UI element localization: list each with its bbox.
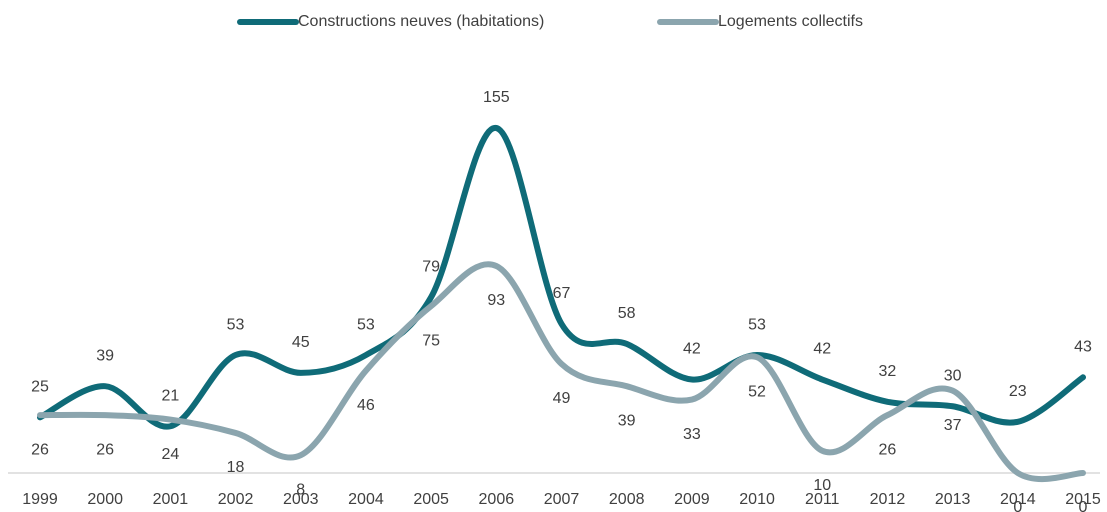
data-label: 26 [96,441,114,458]
legend-label: Logements collectifs [718,13,863,30]
data-label: 25 [31,379,49,396]
data-label: 21 [161,387,179,404]
data-label: 53 [357,316,375,333]
x-tick-label: 2004 [348,491,384,508]
x-tick-label: 2009 [674,491,710,508]
data-label: 49 [553,390,571,407]
data-label: 52 [748,383,766,400]
data-label: 30 [944,367,962,384]
data-label: 45 [292,334,310,351]
x-tick-label: 2001 [153,491,189,508]
series-line [37,125,1086,430]
x-tick-label: 2011 [805,491,840,508]
data-label: 23 [1009,383,1027,400]
x-tick-label: 2013 [935,491,971,508]
x-tick-label: 2015 [1065,491,1101,508]
series-line [37,261,1086,483]
x-tick-label: 2010 [739,491,775,508]
x-tick-label: 2014 [1000,491,1036,508]
x-tick-label: 2007 [544,491,580,508]
data-label: 42 [683,341,701,358]
data-label: 37 [944,417,962,434]
x-tick-label: 2005 [413,491,449,508]
data-label: 24 [161,446,179,463]
data-label: 10 [813,477,831,494]
data-label: 53 [227,316,245,333]
data-label: 53 [748,316,766,333]
data-label: 8 [296,481,305,498]
x-tick-label: 2006 [479,491,515,508]
data-label: 39 [618,412,636,429]
data-label: 58 [618,305,636,322]
x-tick-label: 2002 [218,491,254,508]
data-label: 43 [1074,339,1092,356]
legend-label: Constructions neuves (habitations) [298,13,544,30]
data-label: 33 [683,426,701,443]
data-label: 26 [879,441,897,458]
data-label: 67 [553,285,571,302]
data-label: 39 [96,347,114,364]
data-label: 0 [1013,499,1022,512]
data-label: 75 [422,332,440,349]
data-label: 18 [227,459,245,476]
data-label: 79 [422,258,440,275]
data-label: 155 [483,89,510,106]
x-tick-label: 2000 [87,491,123,508]
data-label: 32 [879,363,897,380]
data-label: 0 [1079,499,1088,512]
x-tick-label: 2008 [609,491,645,508]
x-tick-label: 2003 [283,491,319,508]
data-label: 93 [487,292,505,309]
data-label: 46 [357,397,375,414]
data-label: 26 [31,441,49,458]
x-tick-label: 1999 [22,491,58,508]
data-label: 42 [813,341,831,358]
x-tick-label: 2012 [870,491,906,508]
